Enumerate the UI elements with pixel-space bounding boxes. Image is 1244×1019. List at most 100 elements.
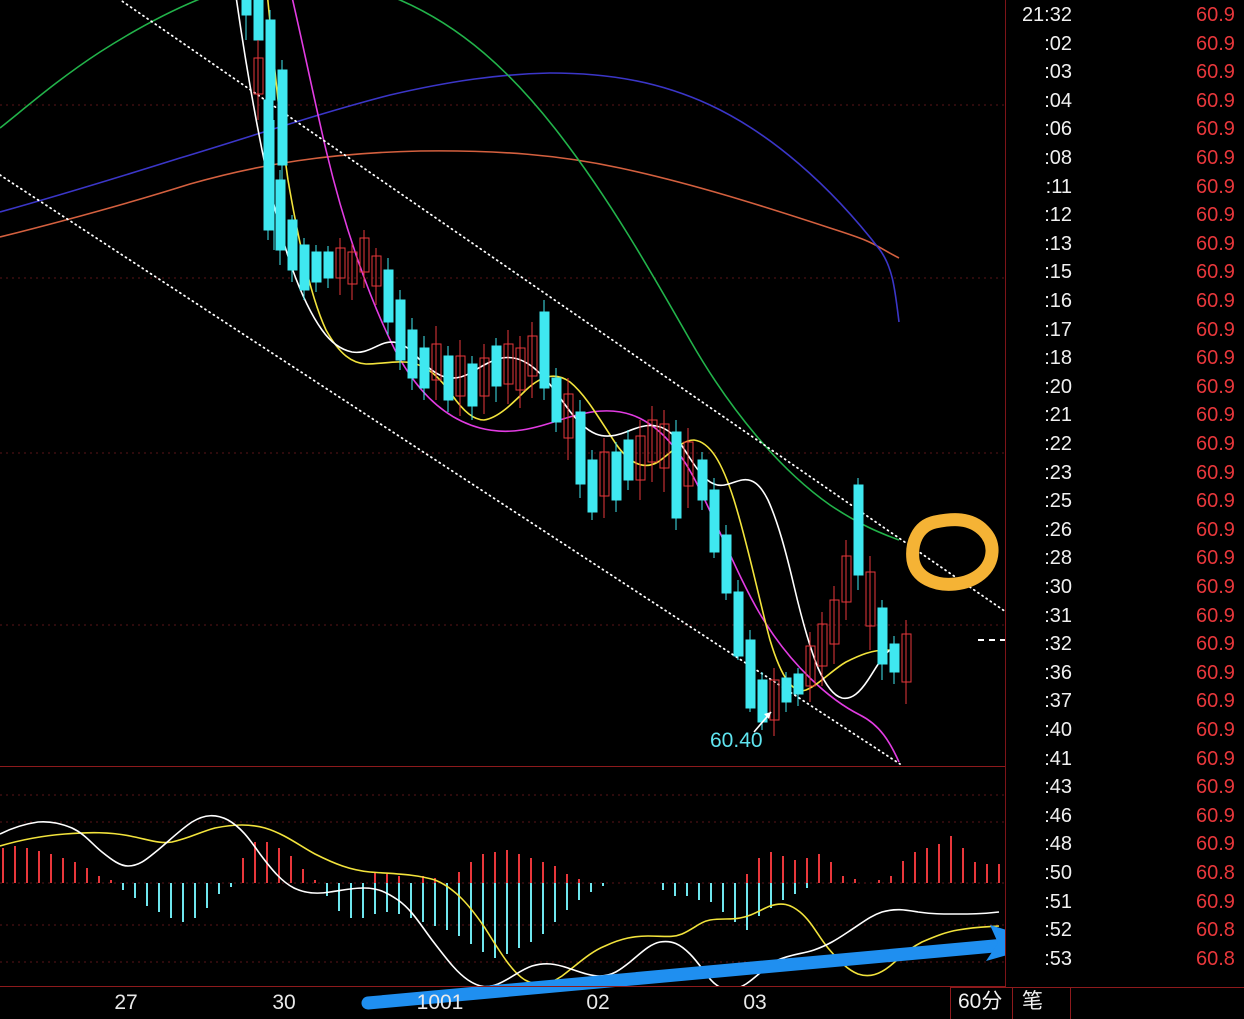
trade-price: 60.8 — [1196, 919, 1235, 942]
tab-separator-mid — [1012, 988, 1013, 1019]
time-sales-row[interactable]: :26 60.9 — [1006, 517, 1244, 546]
trade-price: 60.9 — [1196, 318, 1235, 341]
time-sales-row[interactable]: :16 60.9 — [1006, 288, 1244, 317]
time-sales-row[interactable]: :20 60.9 — [1006, 374, 1244, 403]
trade-price: 60.9 — [1196, 461, 1235, 484]
trade-price: 60.9 — [1196, 490, 1235, 513]
ma120-line — [0, 72, 900, 323]
candlestick-series — [241, 0, 912, 736]
trade-time: :15 — [1044, 261, 1072, 284]
time-sales-row[interactable]: :17 60.9 — [1006, 317, 1244, 346]
trade-price: 60.9 — [1196, 32, 1235, 55]
time-sales-row[interactable]: :23 60.9 — [1006, 460, 1244, 489]
time-sales-row[interactable]: :25 60.9 — [1006, 488, 1244, 517]
time-sales-row[interactable]: :53 60.8 — [1006, 946, 1244, 975]
tab-separator-right — [1070, 988, 1071, 1019]
trade-price: 60.9 — [1196, 690, 1235, 713]
trade-time: :41 — [1044, 747, 1072, 770]
low-price-annotation: 60.40 — [710, 729, 763, 752]
time-sales-row[interactable]: :50 60.8 — [1006, 860, 1244, 889]
time-sales-row[interactable]: :41 60.9 — [1006, 746, 1244, 775]
x-tick-4: 03 — [743, 991, 767, 1014]
trade-time: :22 — [1044, 433, 1072, 455]
time-sales-row[interactable]: :37 60.9 — [1006, 688, 1244, 717]
time-sales-row[interactable]: :12 60.9 — [1006, 202, 1244, 231]
time-sales-row[interactable]: :21 60.9 — [1006, 402, 1244, 431]
macd-dea-line — [0, 824, 1000, 986]
time-sales-row[interactable]: :13 60.9 — [1006, 231, 1244, 260]
trend-channel-upper — [118, 0, 1006, 613]
time-sales-row[interactable]: :40 60.9 — [1006, 717, 1244, 746]
time-sales-row[interactable]: :04 60.9 — [1006, 88, 1244, 117]
circle-highlight-annotation — [906, 513, 999, 591]
time-sales-row[interactable]: :46 60.9 — [1006, 803, 1244, 832]
trade-price: 60.9 — [1196, 89, 1235, 112]
trade-price: 60.9 — [1196, 719, 1235, 741]
trade-price: 60.9 — [1196, 747, 1235, 770]
price-chart-panel[interactable]: 60.40 — [0, 0, 1006, 766]
trade-time: :28 — [1044, 547, 1072, 570]
time-sales-row[interactable]: :31 60.9 — [1006, 603, 1244, 632]
time-sales-row[interactable]: :18 60.9 — [1006, 345, 1244, 374]
trade-time: :25 — [1044, 490, 1072, 513]
trade-time: :32 — [1044, 633, 1072, 656]
trade-price: 60.9 — [1196, 347, 1235, 370]
trade-price: 60.9 — [1196, 175, 1235, 198]
time-and-sales-panel[interactable]: 21:32 60.9:02 60.9:03 60.9:04 60.9:06 60.9:08… — [1006, 0, 1244, 986]
time-sales-row[interactable]: :32 60.9 — [1006, 631, 1244, 660]
time-sales-row[interactable]: :03 60.9 — [1006, 59, 1244, 88]
ma250-line — [0, 150, 900, 259]
x-axis-panel: 27 30 1001 02 03 — [0, 986, 1006, 1019]
trade-price: 60.9 — [1196, 776, 1235, 799]
trade-price: 60.9 — [1196, 833, 1235, 856]
trade-time: :36 — [1044, 661, 1072, 684]
time-sales-row[interactable]: :22 60.9 — [1006, 431, 1244, 460]
trade-time: :40 — [1044, 719, 1072, 741]
time-sales-row[interactable]: :06 60.9 — [1006, 116, 1244, 145]
bottom-tab-bar[interactable]: 60分 笔 — [950, 986, 1244, 1019]
trade-time: :30 — [1044, 576, 1072, 598]
time-sales-row[interactable]: :51 60.9 — [1006, 889, 1244, 918]
time-sales-row[interactable]: :11 60.9 — [1006, 174, 1244, 203]
trade-time: :02 — [1044, 32, 1072, 55]
trade-time: :13 — [1044, 232, 1072, 255]
trade-price: 60.9 — [1196, 404, 1235, 427]
time-sales-row[interactable]: :52 60.8 — [1006, 917, 1244, 946]
trade-time: :20 — [1044, 375, 1072, 398]
time-sales-row[interactable]: :43 60.9 — [1006, 774, 1244, 803]
time-sales-row[interactable]: :28 60.9 — [1006, 545, 1244, 574]
tab-bar-top-border — [950, 987, 1244, 988]
trade-time: :03 — [1044, 61, 1072, 84]
low-price-arrow-icon — [753, 711, 772, 733]
trade-price: 60.9 — [1196, 4, 1235, 26]
trade-time: :50 — [1044, 862, 1072, 884]
time-sales-row[interactable]: :08 60.9 — [1006, 145, 1244, 174]
time-sales-row[interactable]: 21:32 60.9 — [1006, 2, 1244, 31]
trade-price: 60.9 — [1196, 375, 1235, 398]
time-sales-row[interactable]: :30 60.9 — [1006, 574, 1244, 603]
trade-time: :21 — [1044, 404, 1072, 427]
time-sales-row[interactable]: :48 60.9 — [1006, 831, 1244, 860]
trade-time: :18 — [1044, 347, 1072, 370]
macd-indicator-panel[interactable] — [0, 766, 1006, 986]
trade-time: :23 — [1044, 461, 1072, 484]
price-chart-svg — [0, 0, 1006, 765]
trade-price: 60.9 — [1196, 890, 1235, 913]
tab-period-60min[interactable]: 60分 — [958, 990, 1003, 1013]
trade-price: 60.8 — [1196, 862, 1235, 884]
macd-histogram — [2, 836, 1000, 958]
trade-time: :17 — [1044, 318, 1072, 341]
tab-detail-trades[interactable]: 笔 — [1022, 990, 1043, 1013]
trend-channel-lower — [0, 174, 901, 765]
time-sales-row[interactable]: :15 60.9 — [1006, 259, 1244, 288]
trade-price: 60.9 — [1196, 232, 1235, 255]
trade-time: :12 — [1044, 204, 1072, 227]
time-sales-row[interactable]: :02 60.9 — [1006, 31, 1244, 60]
ma60-line — [0, 0, 900, 541]
trade-price: 60.9 — [1196, 661, 1235, 684]
time-sales-row[interactable]: :36 60.9 — [1006, 660, 1244, 689]
trade-time: :06 — [1044, 118, 1072, 141]
trade-time: 21:32 — [1021, 4, 1072, 26]
trade-price: 60.9 — [1196, 604, 1235, 627]
